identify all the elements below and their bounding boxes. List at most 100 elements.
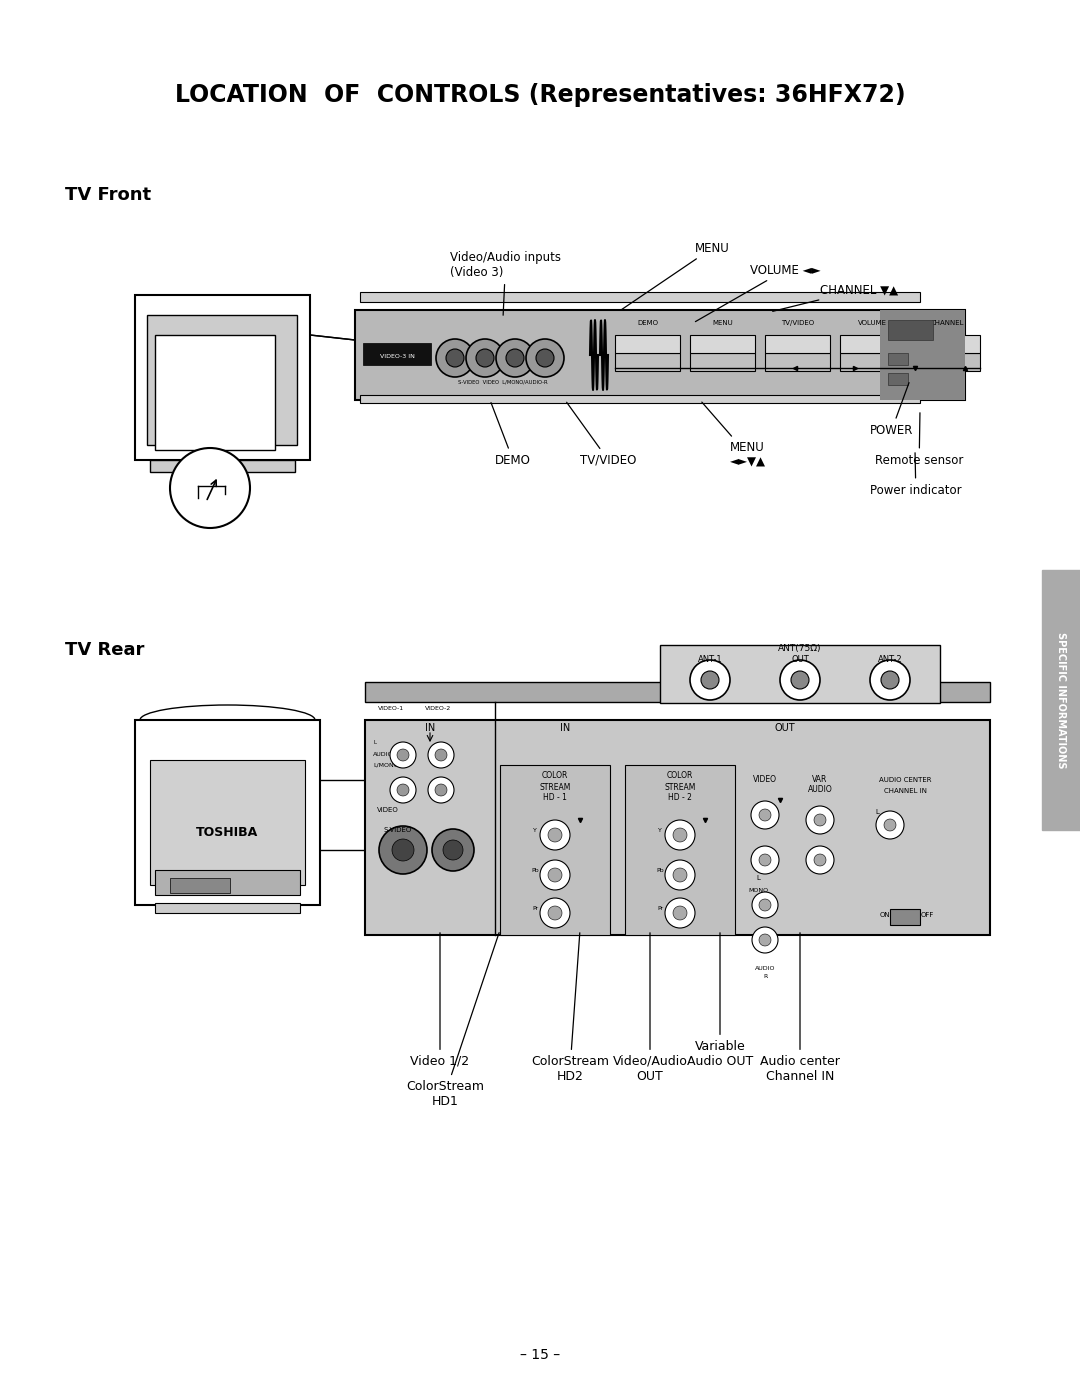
Text: L: L: [875, 809, 879, 814]
Circle shape: [665, 820, 696, 849]
Bar: [360, 292, 920, 302]
Bar: [170, 877, 230, 893]
Text: CHANNEL: CHANNEL: [931, 320, 964, 326]
Text: Variable
Audio OUT: Variable Audio OUT: [687, 933, 753, 1067]
Text: TV Rear: TV Rear: [65, 641, 145, 659]
Text: IN: IN: [559, 724, 570, 733]
Text: LOCATION  OF  CONTROLS (Representatives: 36HFX72): LOCATION OF CONTROLS (Representatives: 3…: [175, 82, 905, 108]
Text: AUDIO: AUDIO: [755, 965, 775, 971]
Bar: [915, 335, 980, 353]
Text: VOLUME: VOLUME: [858, 320, 887, 326]
Text: TV Front: TV Front: [65, 186, 151, 204]
Text: Audio center
Channel IN: Audio center Channel IN: [760, 933, 840, 1083]
Bar: [135, 719, 320, 905]
Circle shape: [397, 784, 409, 796]
Circle shape: [665, 861, 696, 890]
Circle shape: [435, 784, 447, 796]
Text: STREAM: STREAM: [539, 782, 570, 792]
Text: VIDEO: VIDEO: [753, 775, 777, 785]
Circle shape: [428, 777, 454, 803]
Bar: [156, 870, 300, 895]
Circle shape: [814, 854, 826, 866]
Circle shape: [390, 777, 416, 803]
Bar: [915, 353, 980, 372]
Text: MENU: MENU: [712, 320, 733, 326]
Text: ColorStream
HD1: ColorStream HD1: [406, 933, 499, 1108]
Bar: [615, 353, 680, 372]
Text: VIDEO-3 IN: VIDEO-3 IN: [379, 353, 415, 359]
Text: CHANNEL ▼▲: CHANNEL ▼▲: [772, 284, 899, 312]
Text: VIDEO-1: VIDEO-1: [378, 705, 404, 711]
Circle shape: [885, 819, 896, 831]
Text: ANT-2: ANT-2: [878, 655, 902, 665]
Circle shape: [540, 861, 570, 890]
Circle shape: [379, 826, 427, 875]
Bar: [888, 353, 908, 365]
Text: R: R: [762, 975, 767, 979]
Bar: [360, 395, 920, 402]
Circle shape: [390, 742, 416, 768]
Bar: [156, 902, 300, 914]
Text: SPECIFIC INFORMATIONS: SPECIFIC INFORMATIONS: [1056, 631, 1066, 768]
Text: AUDIO: AUDIO: [373, 753, 393, 757]
Circle shape: [690, 659, 730, 700]
Circle shape: [701, 671, 719, 689]
Text: AUDIO: AUDIO: [808, 785, 833, 795]
Circle shape: [170, 448, 249, 528]
Circle shape: [881, 671, 899, 689]
Bar: [135, 295, 310, 460]
Circle shape: [536, 349, 554, 367]
Circle shape: [392, 840, 414, 861]
Text: S-VIDEO: S-VIDEO: [383, 827, 411, 833]
Text: ColorStream
HD2: ColorStream HD2: [531, 933, 609, 1083]
Circle shape: [780, 659, 820, 700]
Circle shape: [428, 742, 454, 768]
Text: L/MONO: L/MONO: [373, 763, 399, 767]
Text: MENU
◄►▼▲: MENU ◄►▼▲: [702, 402, 766, 469]
Text: HD - 1: HD - 1: [543, 792, 567, 802]
Circle shape: [507, 349, 524, 367]
Text: VOLUME ◄►: VOLUME ◄►: [696, 264, 821, 321]
Text: TV/VIDEO: TV/VIDEO: [567, 402, 636, 467]
Circle shape: [673, 907, 687, 921]
Circle shape: [752, 893, 778, 918]
Text: Pb: Pb: [531, 869, 539, 873]
Circle shape: [752, 928, 778, 953]
Circle shape: [806, 847, 834, 875]
Text: VIDEO-2: VIDEO-2: [424, 705, 451, 711]
Circle shape: [759, 900, 771, 911]
Circle shape: [436, 339, 474, 377]
Text: Video 1/2: Video 1/2: [410, 933, 470, 1067]
Bar: [880, 310, 966, 400]
Text: Video/Audio
OUT: Video/Audio OUT: [612, 933, 688, 1083]
Text: OUT: OUT: [774, 724, 795, 733]
Text: IN: IN: [424, 724, 435, 733]
Bar: [147, 314, 297, 446]
Bar: [625, 766, 735, 935]
Text: OUT: OUT: [792, 655, 809, 665]
Text: Pb: Pb: [657, 869, 664, 873]
Circle shape: [397, 749, 409, 761]
Circle shape: [791, 671, 809, 689]
Circle shape: [496, 339, 534, 377]
Circle shape: [465, 339, 504, 377]
Text: Y: Y: [534, 828, 537, 834]
Text: S-VIDEO  VIDEO  L/MONO/AUDIO-R: S-VIDEO VIDEO L/MONO/AUDIO-R: [458, 380, 548, 384]
Bar: [150, 760, 305, 886]
Bar: [690, 335, 755, 353]
Circle shape: [526, 339, 564, 377]
Text: TOSHIBA: TOSHIBA: [197, 826, 258, 840]
Text: DEMO: DEMO: [637, 320, 658, 326]
Text: HD - 2: HD - 2: [669, 792, 692, 802]
Text: VAR: VAR: [812, 775, 827, 785]
Text: TV/VIDEO: TV/VIDEO: [781, 320, 814, 326]
Circle shape: [435, 749, 447, 761]
Text: COLOR: COLOR: [666, 771, 693, 780]
Circle shape: [540, 898, 570, 928]
Bar: [765, 353, 831, 372]
Bar: [615, 335, 680, 353]
Circle shape: [806, 806, 834, 834]
Bar: [365, 719, 990, 935]
Text: STREAM: STREAM: [664, 782, 696, 792]
Bar: [888, 320, 933, 339]
